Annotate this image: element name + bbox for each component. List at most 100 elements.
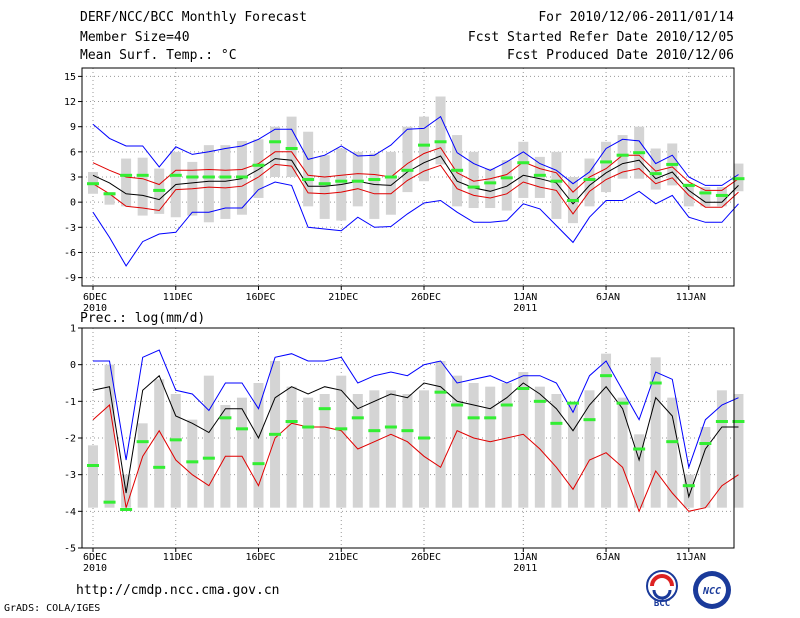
median-marker <box>500 176 513 180</box>
median-marker <box>202 175 215 179</box>
x-tick-label: 6DEC <box>83 292 107 303</box>
median-marker <box>318 182 331 186</box>
median-marker <box>384 175 397 179</box>
x-tick-label: 11JAN <box>676 552 706 563</box>
ensemble-box <box>667 397 678 508</box>
median-marker <box>633 151 646 155</box>
ensemble-box <box>518 372 529 508</box>
y-tick-label: -6 <box>64 248 76 259</box>
ensemble-box <box>137 423 148 508</box>
ensemble-box <box>584 390 595 508</box>
y-tick-label: -9 <box>64 273 76 284</box>
ensemble-box <box>319 155 330 219</box>
median-marker <box>235 175 248 179</box>
median-marker <box>583 178 596 182</box>
ensemble-box <box>733 394 744 508</box>
x-tick-label: 16DEC <box>245 292 275 303</box>
median-marker <box>682 484 695 488</box>
median-marker <box>202 456 215 460</box>
x-tick-label: 26DEC <box>411 552 441 563</box>
ensemble-box <box>385 390 396 508</box>
median-marker <box>550 179 563 183</box>
y-tick-label: 0 <box>70 198 76 209</box>
median-marker <box>699 442 712 445</box>
median-marker <box>467 416 480 420</box>
ensemble-box <box>485 168 496 209</box>
ensemble-box <box>534 386 545 508</box>
median-marker <box>451 168 464 172</box>
ensemble-box <box>551 394 562 508</box>
median-marker <box>252 163 265 167</box>
median-marker <box>616 153 629 157</box>
median-marker <box>169 173 182 177</box>
median-marker <box>219 416 232 420</box>
ensemble-box <box>385 151 396 215</box>
median-marker <box>633 447 646 451</box>
series-q_upper-line <box>92 147 739 193</box>
ensemble-box <box>567 405 578 508</box>
median-marker <box>666 162 679 166</box>
ensemble-box <box>154 379 165 508</box>
y-tick-label: -1 <box>64 397 76 408</box>
ensemble-box <box>700 187 711 207</box>
bcc-logo-text: BCC <box>654 599 670 609</box>
median-marker <box>732 177 745 181</box>
x-tick-sublabel: 2011 <box>513 563 537 574</box>
median-marker <box>401 168 414 172</box>
ensemble-box <box>601 353 612 508</box>
ensemble-box <box>319 394 330 508</box>
ensemble-box <box>187 419 198 508</box>
median-marker <box>87 182 99 186</box>
ensemble-box <box>419 390 429 508</box>
ensemble-box <box>700 427 711 508</box>
ensemble-box <box>419 116 429 182</box>
ncc-logo-text: NCC <box>702 586 721 597</box>
ensemble-box <box>650 357 661 508</box>
series-q_lower-line <box>92 163 739 215</box>
median-marker <box>302 425 315 429</box>
ensemble-box <box>716 390 727 508</box>
median-marker <box>351 416 364 420</box>
median-marker <box>566 198 579 202</box>
ensemble-box <box>236 397 247 508</box>
y-tick-label: 12 <box>64 97 76 108</box>
ensemble-box <box>203 145 214 223</box>
median-marker <box>666 440 679 444</box>
y-tick-label: -2 <box>64 434 76 445</box>
median-marker <box>616 401 629 405</box>
series-mean-line <box>92 155 739 205</box>
median-marker <box>699 191 712 195</box>
median-marker <box>732 420 745 423</box>
median-marker <box>467 185 480 189</box>
ensemble-box <box>435 361 446 508</box>
median-marker <box>252 462 265 466</box>
x-tick-label: 6JAN <box>596 552 620 563</box>
y-tick-label: 1 <box>70 324 76 335</box>
median-marker <box>715 420 728 423</box>
x-tick-label: 1JAN <box>513 292 537 303</box>
median-marker <box>153 188 166 192</box>
forecast-produced: Fcst Produced Date 2010/12/06 <box>507 48 734 63</box>
ensemble-box <box>303 131 314 207</box>
median-marker <box>401 429 414 433</box>
median-marker <box>136 440 149 444</box>
x-tick-label: 6JAN <box>596 292 620 303</box>
ensemble-box <box>601 141 612 193</box>
x-tick-label: 11DEC <box>163 292 193 303</box>
ensemble-box <box>634 434 645 508</box>
y-tick-label: 0 <box>70 360 76 371</box>
median-marker <box>269 140 282 144</box>
y-tick-label: -3 <box>64 223 76 234</box>
series-min-line <box>92 181 739 267</box>
median-marker <box>418 436 430 440</box>
y-tick-label: 6 <box>70 147 76 158</box>
ensemble-box <box>402 126 413 193</box>
ensemble-box <box>352 151 363 207</box>
median-marker <box>715 193 728 197</box>
ensemble-box <box>617 397 628 508</box>
ensemble-box <box>170 394 181 508</box>
ensemble-box <box>617 135 628 179</box>
series-min-line <box>92 404 739 513</box>
forecast-period: For 2010/12/06-2011/01/14 <box>538 10 734 25</box>
